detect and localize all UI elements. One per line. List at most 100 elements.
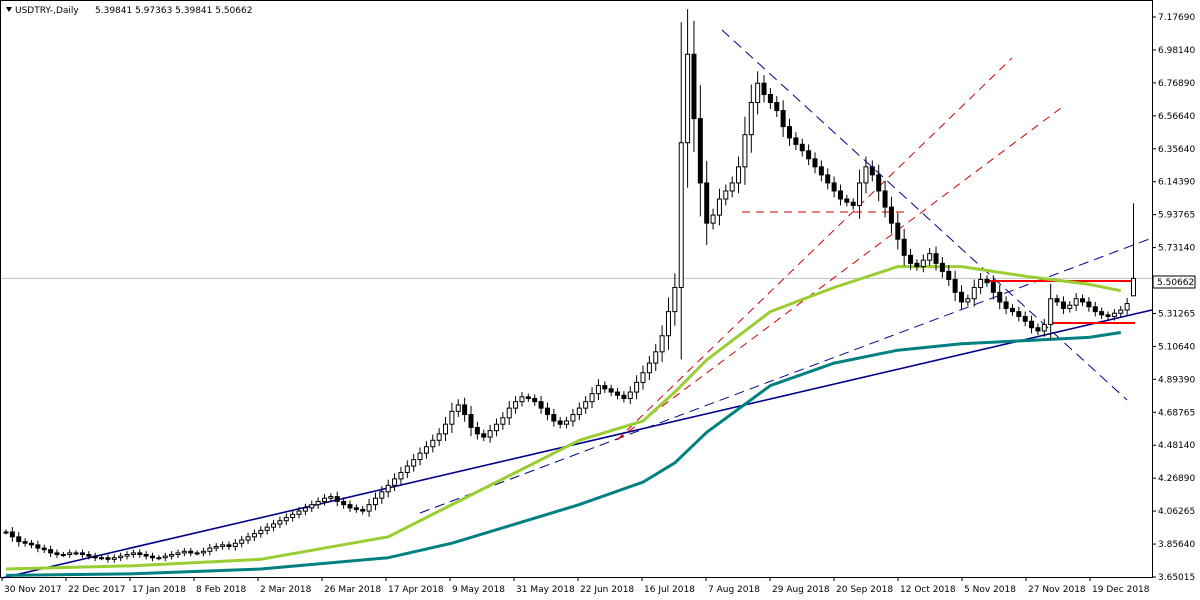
candle-body <box>608 388 614 393</box>
ohlc-header: 5.39841 5.97363 5.39841 5.50662 <box>95 6 252 16</box>
candle-body <box>22 541 28 544</box>
candle <box>150 552 156 562</box>
candle-body <box>787 126 793 139</box>
candle-body <box>513 401 519 409</box>
candle-body <box>1003 301 1009 309</box>
candle-body <box>143 554 149 557</box>
candle-body <box>334 496 340 502</box>
candle-body <box>908 254 914 264</box>
y-tick-label: 6.35640 <box>1158 145 1195 155</box>
x-tick-label: 19 Dec 2018 <box>1092 585 1150 595</box>
ma-fast-line <box>5 265 1122 571</box>
candle <box>239 535 245 548</box>
candle <box>1105 311 1111 320</box>
candle <box>277 516 283 529</box>
candle <box>971 279 977 307</box>
plot-frame <box>0 0 1153 578</box>
candle-body <box>9 531 15 538</box>
candle <box>723 184 729 206</box>
candle-body <box>290 513 296 519</box>
candle <box>780 100 786 137</box>
candle-body <box>175 552 181 556</box>
candle <box>914 259 920 271</box>
candle <box>927 248 933 266</box>
candle <box>296 506 302 519</box>
candle-body <box>3 531 9 534</box>
candle <box>1099 307 1105 319</box>
y-tick-label: 6.76890 <box>1158 79 1195 89</box>
candle <box>487 424 493 443</box>
candle <box>818 160 824 182</box>
candle-body <box>583 401 589 409</box>
candle-body <box>328 496 334 499</box>
candle <box>67 549 73 558</box>
candle-body <box>481 433 487 438</box>
candle <box>1130 203 1136 297</box>
candle-body <box>997 291 1003 303</box>
candle-body <box>1111 312 1117 317</box>
y-tick-label: 5.73140 <box>1158 244 1195 254</box>
candle-body <box>946 270 952 280</box>
candle-body <box>933 253 939 264</box>
candle-body <box>404 465 410 473</box>
x-tick-label: 22 Dec 2017 <box>68 585 126 595</box>
candle <box>653 343 659 372</box>
candle <box>850 198 856 210</box>
candle-body <box>500 417 506 425</box>
candle <box>736 156 742 194</box>
candle <box>570 408 576 427</box>
candle <box>341 497 347 509</box>
candle-body <box>28 542 34 546</box>
candle <box>863 156 869 194</box>
candle <box>175 549 181 558</box>
fan-line-lower <box>616 104 1066 441</box>
candle-body <box>258 529 264 535</box>
candle-body <box>213 545 219 549</box>
candle <box>857 169 863 219</box>
candle-body <box>271 523 277 528</box>
candle <box>283 513 289 525</box>
x-tick-label: 20 Sep 2018 <box>836 585 893 595</box>
y-tick-label: 6.98140 <box>1158 46 1195 56</box>
y-tick-label: 6.14390 <box>1158 178 1195 188</box>
candle <box>1086 297 1092 312</box>
candle <box>99 555 105 561</box>
candle-body <box>532 397 538 403</box>
candle <box>665 297 671 350</box>
candle-body <box>302 507 308 512</box>
y-tick-label: 5.31265 <box>1158 309 1195 319</box>
candle-body <box>901 238 907 256</box>
candle-body <box>888 206 894 224</box>
x-tick-label: 8 Feb 2018 <box>196 585 247 595</box>
candle <box>704 161 710 246</box>
candle-body <box>54 552 60 556</box>
candle-body <box>755 82 761 104</box>
candle <box>92 552 98 562</box>
candle <box>245 532 251 545</box>
y-tick-label: 3.65015 <box>1158 573 1195 583</box>
candle <box>302 503 308 516</box>
candle-body <box>716 198 722 216</box>
candle-body <box>372 497 378 506</box>
menu-triangle-icon[interactable] <box>6 7 12 12</box>
candle <box>322 494 327 506</box>
candle <box>54 549 60 558</box>
candle <box>946 264 952 286</box>
candle <box>194 550 200 556</box>
y-tick-label: 4.26890 <box>1158 474 1195 484</box>
candle-body <box>965 298 971 303</box>
candle-body <box>564 420 570 425</box>
candle-body <box>952 278 958 293</box>
candle <box>474 421 480 440</box>
y-tick-label: 5.10640 <box>1158 342 1195 352</box>
candle <box>1067 301 1073 313</box>
candle <box>837 184 843 206</box>
candle-body <box>423 446 429 454</box>
candle <box>640 365 646 390</box>
candle-body <box>659 335 665 353</box>
candle <box>1041 318 1047 337</box>
candle-body <box>283 517 289 522</box>
candle-body <box>366 504 372 512</box>
candle <box>3 529 9 535</box>
candle <box>576 402 582 421</box>
